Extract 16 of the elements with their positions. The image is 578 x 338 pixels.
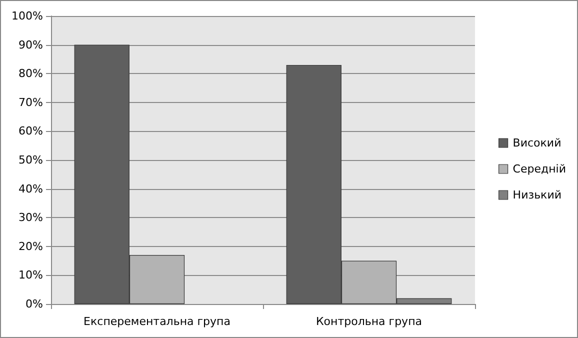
- x-tick-label: Контрольна група: [316, 315, 422, 328]
- legend-label: Низький: [512, 188, 562, 202]
- y-tick-label: 10%: [18, 268, 43, 282]
- y-tick-label: 40%: [18, 182, 43, 196]
- legend-label: Високий: [512, 136, 562, 150]
- y-tick-label: 100%: [12, 10, 43, 22]
- y-tick-label: 90%: [18, 38, 43, 52]
- y-tick-label: 20%: [18, 240, 43, 253]
- y-tick-label: 30%: [18, 211, 43, 224]
- y-tick-label: 70%: [18, 96, 43, 109]
- legend-label: Середній: [512, 162, 566, 176]
- y-tick-label: 50%: [18, 154, 43, 166]
- y-tick-label: 80%: [18, 67, 43, 80]
- x-tick-label: Експерементальна група: [84, 315, 230, 328]
- y-tick-label: 60%: [18, 124, 43, 138]
- y-tick-label: 0%: [26, 298, 43, 310]
